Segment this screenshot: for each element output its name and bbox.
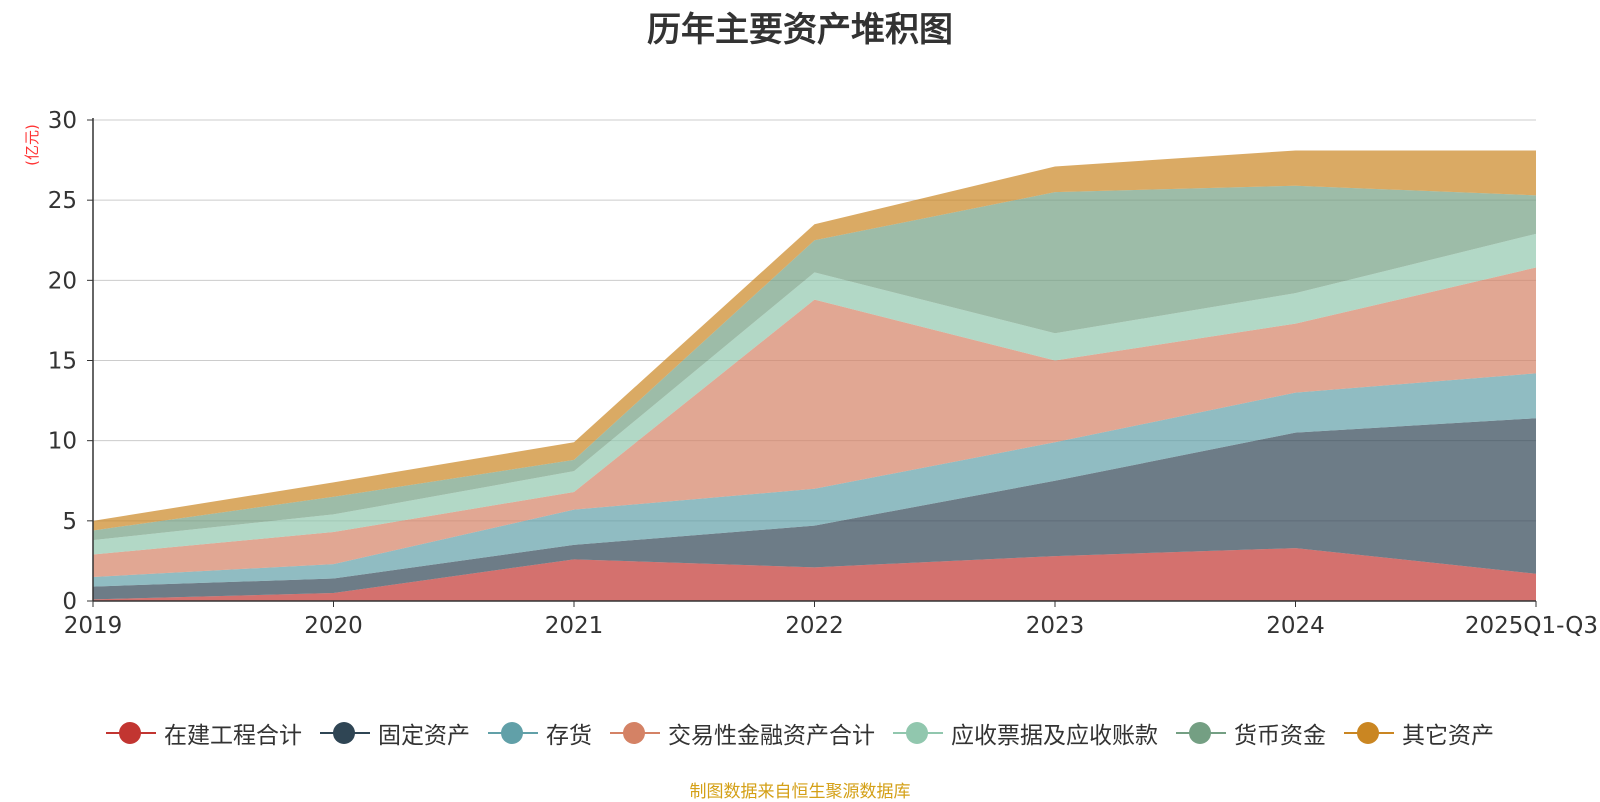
legend-marker-dot [501, 722, 523, 744]
legend-item[interactable]: 固定资产 [320, 716, 470, 750]
source-note: 制图数据来自恒生聚源数据库 [689, 782, 911, 802]
legend-label: 应收票据及应收账款 [951, 723, 1158, 749]
legend-item[interactable]: 交易性金融资产合计 [610, 716, 875, 750]
legend-marker-icon [488, 721, 538, 745]
y-tick-label: 15 [48, 349, 77, 375]
y-tick-label: 30 [48, 108, 77, 134]
y-tick-label: 10 [48, 429, 77, 455]
legend-marker-icon [320, 721, 370, 745]
area-series-3[interactable] [93, 373, 1536, 587]
y-tick-label: 0 [62, 589, 77, 615]
legend-label: 固定资产 [378, 723, 470, 749]
legend-item[interactable]: 应收票据及应收账款 [893, 716, 1158, 750]
legend-label: 货币资金 [1234, 723, 1326, 749]
x-tick-label: 2022 [785, 613, 844, 639]
x-tick-label: 2019 [64, 613, 123, 639]
y-tick-label: 25 [48, 188, 77, 214]
legend-marker-icon [1176, 721, 1226, 745]
area-series-6[interactable] [93, 185, 1536, 541]
legend-label: 交易性金融资产合计 [668, 723, 875, 749]
legend-item[interactable]: 存货 [488, 716, 592, 750]
legend-marker-icon [893, 721, 943, 745]
legend-marker-dot [119, 722, 141, 744]
stacked-area-chart: 0 5 10 15 20 25 30 2019 2020 2021 2022 2023 2024 2025… [23, 108, 1598, 639]
legend-label: 存货 [546, 723, 592, 749]
x-tick-label: 2024 [1266, 613, 1325, 639]
legend-marker-dot [333, 722, 355, 744]
x-tick-label: 2021 [545, 613, 604, 639]
legend-marker-dot [1357, 722, 1379, 744]
legend-item[interactable]: 货币资金 [1176, 716, 1326, 750]
y-tick-label: 20 [48, 268, 77, 294]
legend-marker-dot [906, 722, 928, 744]
chart-title: 历年主要资产堆积图 [647, 10, 953, 50]
area-series-1[interactable] [93, 548, 1536, 601]
legend-marker-icon [1344, 721, 1394, 745]
area-series-2[interactable] [93, 418, 1536, 600]
legend-marker-dot [623, 722, 645, 744]
legend-label: 其它资产 [1402, 723, 1494, 749]
axes: 0 5 10 15 20 25 30 2019 2020 2021 2022 2023 2024 2025… [48, 108, 1598, 639]
area-series [93, 150, 1536, 601]
x-tick-label: 2020 [304, 613, 363, 639]
area-series-7[interactable] [93, 150, 1536, 531]
legend-marker-icon [610, 721, 660, 745]
legend-marker-icon [106, 721, 156, 745]
x-tick-label: 2025Q1-Q3 [1465, 613, 1598, 639]
area-series-5[interactable] [93, 233, 1536, 555]
area-series-4[interactable] [93, 267, 1536, 577]
legend-item[interactable]: 其它资产 [1344, 716, 1494, 750]
legend-label: 在建工程合计 [164, 723, 302, 749]
y-tick-label: 5 [62, 509, 77, 535]
y-axis-unit-label: (亿元) [23, 124, 41, 166]
legend: 在建工程合计 固定资产 存货 交易性金融资产合计 应收票据及应收账款 货币资金 其它资产 [0, 716, 1600, 750]
legend-item[interactable]: 在建工程合计 [106, 716, 302, 750]
x-tick-label: 2023 [1026, 613, 1085, 639]
legend-marker-dot [1189, 722, 1211, 744]
